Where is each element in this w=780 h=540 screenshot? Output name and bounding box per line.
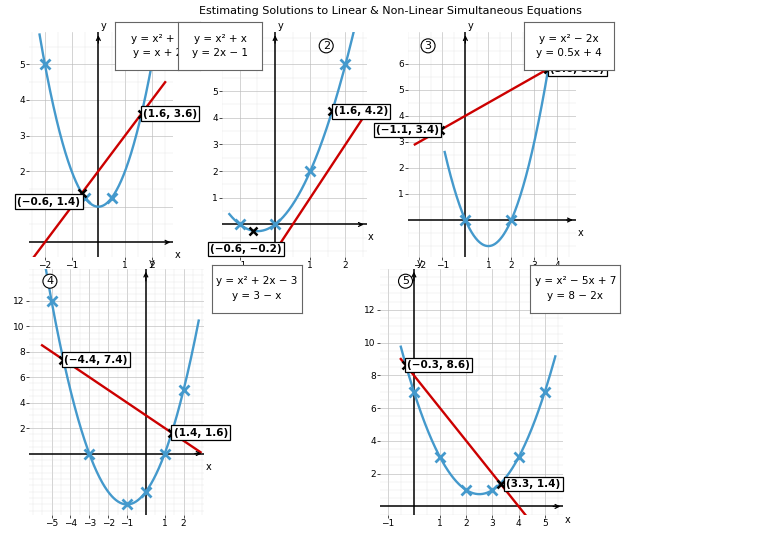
Text: 3: 3: [424, 41, 431, 51]
Text: 4: 4: [46, 276, 54, 286]
Text: y: y: [417, 258, 423, 268]
Text: y: y: [277, 21, 283, 31]
Text: (1.6, 3.6): (1.6, 3.6): [143, 109, 197, 119]
Text: x: x: [565, 515, 571, 525]
Text: y: y: [468, 21, 473, 31]
Text: (3.6, 5.8): (3.6, 5.8): [551, 64, 604, 74]
Text: y = x² + x
y = 2x − 1: y = x² + x y = 2x − 1: [192, 33, 248, 58]
Text: Estimating Solutions to Linear & Non-Linear Simultaneous Equations: Estimating Solutions to Linear & Non-Lin…: [199, 6, 581, 17]
Text: y = x² − 5x + 7
y = 8 − 2x: y = x² − 5x + 7 y = 8 − 2x: [534, 276, 616, 301]
Text: 1: 1: [147, 41, 154, 51]
Text: (−0.3, 8.6): (−0.3, 8.6): [407, 360, 470, 370]
Text: (1.6, 4.2): (1.6, 4.2): [334, 106, 388, 117]
Text: (1.4, 1.6): (1.4, 1.6): [174, 428, 228, 438]
Text: y: y: [101, 21, 106, 31]
Text: 5: 5: [402, 276, 409, 286]
Text: (3.3, 1.4): (3.3, 1.4): [506, 479, 560, 489]
Text: (−4.4, 7.4): (−4.4, 7.4): [64, 355, 128, 365]
Text: x: x: [206, 462, 212, 472]
Text: y = x² − 2x
y = 0.5x + 4: y = x² − 2x y = 0.5x + 4: [536, 33, 602, 58]
Text: (−0.6, −0.2): (−0.6, −0.2): [211, 244, 282, 254]
Text: x: x: [368, 232, 374, 242]
Text: y = x² + 1
y = x + 2: y = x² + 1 y = x + 2: [131, 33, 184, 58]
Text: 2: 2: [323, 41, 330, 51]
Text: y: y: [148, 258, 154, 268]
Text: (−1.1, 3.4): (−1.1, 3.4): [376, 125, 439, 135]
Text: x: x: [577, 228, 583, 238]
Text: (−0.6, 1.4): (−0.6, 1.4): [17, 197, 80, 207]
Text: y = x² + 2x − 3
y = 3 − x: y = x² + 2x − 3 y = 3 − x: [216, 276, 298, 301]
Text: x: x: [175, 250, 180, 260]
